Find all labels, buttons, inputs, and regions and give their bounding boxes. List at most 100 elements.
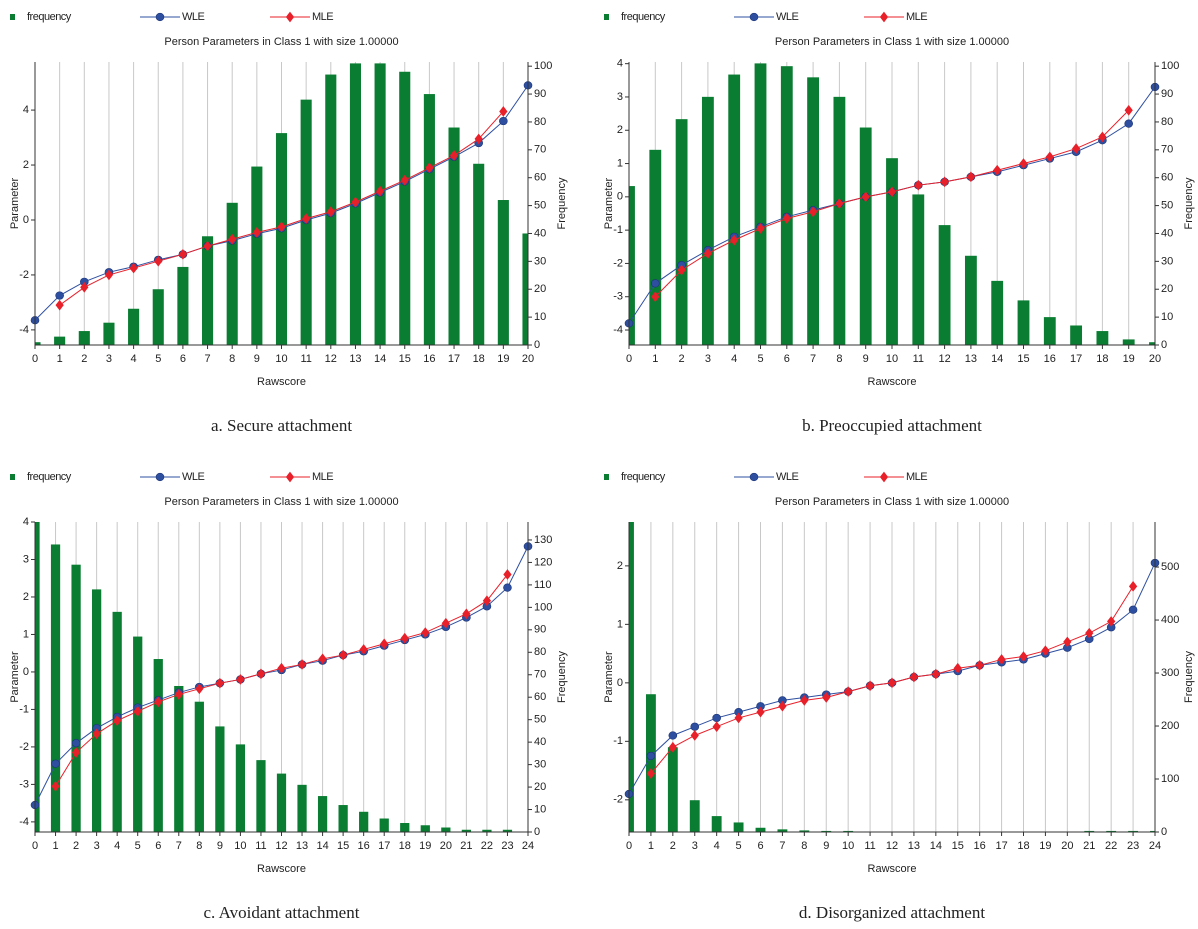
chart-panel: Person Parameters in Class 1 with size 1… bbox=[603, 471, 1195, 922]
x-tick-label: 2 bbox=[81, 353, 87, 365]
x-tick-label: 17 bbox=[995, 840, 1007, 852]
x-tick-label: 6 bbox=[180, 353, 186, 365]
bar bbox=[645, 694, 656, 832]
x-tick-label: 10 bbox=[275, 353, 287, 365]
x-tick-label: 2 bbox=[679, 353, 685, 365]
point bbox=[756, 706, 765, 718]
x-tick-label: 8 bbox=[801, 840, 807, 852]
x-tick-label: 21 bbox=[1083, 840, 1095, 852]
bar bbox=[522, 233, 528, 345]
bar bbox=[399, 71, 411, 345]
y2-tick-label: 20 bbox=[534, 283, 546, 295]
x-tick-label: 7 bbox=[176, 840, 182, 852]
bar bbox=[235, 744, 246, 832]
point bbox=[51, 759, 60, 768]
point bbox=[1019, 651, 1028, 662]
point bbox=[756, 223, 765, 234]
y-axis-label: Parameter bbox=[603, 177, 615, 229]
point bbox=[482, 595, 492, 607]
y2-tick-label: 120 bbox=[534, 556, 552, 568]
x-tick-label: 22 bbox=[481, 840, 493, 852]
y2-tick-label: 80 bbox=[534, 116, 546, 128]
y-tick-label: -3 bbox=[613, 291, 623, 303]
y2-tick-label: 90 bbox=[1161, 88, 1173, 100]
x-tick-label: 6 bbox=[155, 840, 161, 852]
point bbox=[195, 683, 204, 695]
legend-label: MLE bbox=[906, 471, 927, 483]
x-tick-label: 0 bbox=[626, 353, 632, 365]
y2-tick-label: 0 bbox=[534, 826, 540, 838]
y2-tick-label: 30 bbox=[1161, 255, 1173, 267]
y2-tick-label: 70 bbox=[1161, 144, 1173, 156]
y-tick-label: 4 bbox=[23, 104, 29, 116]
y-axis-label: Parameter bbox=[9, 651, 21, 703]
point bbox=[953, 662, 962, 674]
legend-marker bbox=[749, 472, 759, 482]
point bbox=[703, 248, 713, 259]
point bbox=[318, 653, 327, 665]
x-tick-label: 5 bbox=[155, 353, 161, 365]
bar bbox=[374, 63, 386, 345]
x-tick-label: 16 bbox=[974, 840, 986, 852]
y2-tick-label: 110 bbox=[534, 579, 552, 591]
x-tick-label: 20 bbox=[1149, 353, 1161, 365]
point bbox=[104, 269, 114, 281]
point bbox=[966, 171, 976, 183]
legend-label: MLE bbox=[906, 11, 927, 23]
bar bbox=[473, 163, 485, 345]
point bbox=[668, 731, 678, 740]
point bbox=[71, 739, 81, 748]
legend-marker bbox=[879, 11, 889, 23]
x-tick-label: 22 bbox=[1105, 840, 1117, 852]
point bbox=[822, 692, 831, 703]
x-tick-label: 6 bbox=[757, 840, 763, 852]
x-tick-label: 18 bbox=[1017, 840, 1029, 852]
bar bbox=[78, 331, 90, 345]
x-tick-label: 23 bbox=[501, 840, 513, 852]
bar bbox=[1122, 339, 1135, 345]
bar bbox=[1070, 325, 1083, 345]
x-tick-label: 9 bbox=[863, 353, 869, 365]
legend-marker bbox=[749, 12, 759, 22]
y-tick-label: 1 bbox=[617, 618, 623, 630]
x-tick-label: 9 bbox=[823, 840, 829, 852]
legend-label: MLE bbox=[312, 471, 333, 483]
x-tick-label: 0 bbox=[32, 353, 38, 365]
x-tick-label: 16 bbox=[1044, 353, 1056, 365]
point bbox=[835, 198, 844, 209]
y-tick-label: -4 bbox=[19, 324, 29, 336]
y-tick-label: 3 bbox=[617, 91, 623, 103]
bar bbox=[1084, 830, 1095, 832]
point bbox=[1098, 131, 1107, 143]
bar bbox=[54, 336, 66, 345]
point bbox=[1041, 645, 1050, 656]
bar bbox=[317, 796, 328, 832]
bar bbox=[859, 127, 872, 345]
point bbox=[133, 705, 142, 717]
y2-tick-label: 20 bbox=[534, 781, 546, 793]
point bbox=[215, 677, 225, 689]
bar bbox=[448, 127, 460, 345]
point bbox=[651, 291, 660, 303]
bar bbox=[938, 225, 951, 345]
point bbox=[887, 186, 897, 198]
bar bbox=[71, 564, 81, 832]
point bbox=[997, 654, 1006, 665]
bar bbox=[423, 94, 435, 345]
point bbox=[421, 627, 430, 638]
x-tick-label: 14 bbox=[374, 353, 386, 365]
x-tick-label: 18 bbox=[399, 840, 411, 852]
bar bbox=[35, 342, 41, 345]
x-tick-label: 24 bbox=[1149, 840, 1161, 852]
x-tick-label: 9 bbox=[217, 840, 223, 852]
y2-tick-label: 80 bbox=[1161, 116, 1173, 128]
y2-tick-label: 0 bbox=[1161, 339, 1167, 351]
y2-tick-label: 10 bbox=[534, 803, 546, 815]
bar bbox=[226, 202, 238, 345]
y-tick-label: 2 bbox=[617, 124, 623, 136]
bar bbox=[675, 119, 688, 345]
x-tick-label: 16 bbox=[423, 353, 435, 365]
bar bbox=[1128, 830, 1139, 832]
x-tick-label: 14 bbox=[991, 353, 1003, 365]
y2-tick-label: 50 bbox=[534, 714, 546, 726]
